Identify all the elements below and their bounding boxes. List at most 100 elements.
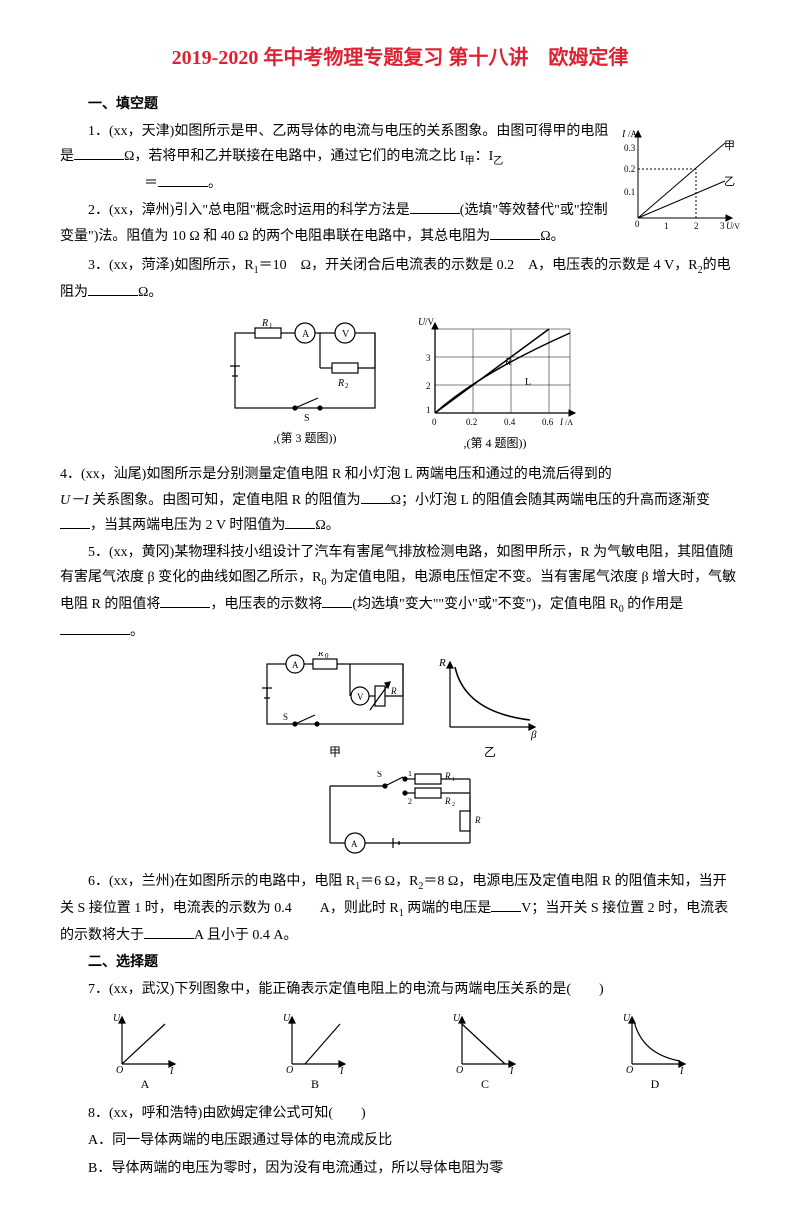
svg-text:0: 0 <box>432 417 437 427</box>
q3-end: Ω。 <box>138 285 162 300</box>
svg-text:1: 1 <box>452 777 455 783</box>
svg-text:I: I <box>169 1066 174 1074</box>
q2-pre: 2．(xx，漳州)引入"总电阻"概念时运用的科学方法是 <box>88 203 410 218</box>
q8-text: 8．(xx，呼和浩特)由欧姆定律公式可知( ) <box>60 1101 740 1126</box>
q8-opt-b: B．导体两端的电压为零时，因为没有电流通过，所以导体电阻为零 <box>60 1156 740 1181</box>
section-1-heading: 一、填空题 <box>60 92 740 117</box>
q1-eq: ＝ <box>144 176 158 191</box>
q5-m3: (均选填"变大""变小"或"不变")，定值电阻 R <box>352 597 618 612</box>
svg-text:0.2: 0.2 <box>466 417 477 427</box>
svg-text:R: R <box>317 652 324 658</box>
q1-end: 。 <box>208 176 222 191</box>
svg-text:1: 1 <box>269 322 273 330</box>
svg-text:U: U <box>283 1013 291 1024</box>
svg-text:R: R <box>504 357 511 368</box>
svg-text:I: I <box>339 1066 344 1074</box>
svg-text:R: R <box>474 815 481 825</box>
q6-pre: 6．(xx，兰州)在如图所示的电路中，电阻 R <box>88 874 355 889</box>
q4-l2b: 关系图象。由图可知，定值电阻 R 的阻值为 <box>92 493 360 508</box>
svg-text:V: V <box>357 692 364 702</box>
svg-text:I: I <box>621 129 626 140</box>
blank <box>60 621 130 635</box>
q4-l1: 4．(xx，汕尾)如图所示是分别测量定值电阻 R 和小灯泡 L 两端电压和通过的… <box>60 467 612 482</box>
svg-text:A: A <box>351 839 358 849</box>
svg-text:R: R <box>444 771 451 781</box>
svg-text:2: 2 <box>345 382 349 390</box>
svg-text:R: R <box>337 378 344 389</box>
svg-text:1: 1 <box>408 771 412 778</box>
svg-text:0.4: 0.4 <box>504 417 516 427</box>
svg-text:0: 0 <box>635 219 640 229</box>
svg-text:U: U <box>623 1013 631 1024</box>
q2-end: Ω。 <box>540 229 564 244</box>
svg-text:V: V <box>342 329 350 340</box>
svg-text:/A: /A <box>628 129 638 139</box>
svg-text:1: 1 <box>664 221 669 231</box>
svg-text:β: β <box>530 729 537 741</box>
svg-text:/V: /V <box>732 222 740 231</box>
svg-text:2: 2 <box>694 221 699 231</box>
svg-text:O: O <box>456 1065 463 1074</box>
q4-cap: ,(第 4 题图)) <box>410 433 580 455</box>
q7-options: U I O A U I O B U I O <box>60 1009 740 1096</box>
blank <box>88 282 138 296</box>
svg-text:U: U <box>453 1013 461 1024</box>
q4-text: 4．(xx，汕尾)如图所示是分别测量定值电阻 R 和小灯泡 L 两端电压和通过的… <box>60 462 740 538</box>
q5-end: 。 <box>130 624 144 639</box>
svg-text:I: I <box>559 417 564 427</box>
blank <box>285 515 315 529</box>
blank <box>322 594 352 608</box>
q6-circuit: S 1 2 R1 R2 R A <box>315 771 485 861</box>
q6-post2: A 且小于 0.4 A。 <box>194 928 297 943</box>
blank <box>144 925 194 939</box>
svg-text:O: O <box>116 1065 123 1074</box>
q5-circuit: A R0 V R S 甲 <box>255 652 415 764</box>
q6-mid: 两端的电压是 <box>404 901 492 916</box>
svg-text:3: 3 <box>720 221 725 231</box>
doc-title: 2019-2020 年中考物理专题复习 第十八讲 欧姆定律 <box>60 40 740 76</box>
svg-text:A: A <box>292 660 299 670</box>
blank <box>490 226 540 240</box>
opt-label: C <box>450 1074 520 1096</box>
opt-label: D <box>620 1074 690 1096</box>
q8-opt-a: A．同一导体两端的电压跟通过导体的电流成反比 <box>60 1128 740 1153</box>
q1-p1: Ω，若将甲和乙并联接在电路中，通过它们的电流之比 I <box>124 149 465 164</box>
q4-m1: Ω；小灯泡 L 的阻值会随其两端电压的升高而逐渐变 <box>391 493 710 508</box>
blank <box>491 898 521 912</box>
blank <box>158 173 208 187</box>
section-2-heading: 二、选择题 <box>60 950 740 975</box>
q5-curve: R β 乙 <box>435 652 545 764</box>
svg-text:0.6: 0.6 <box>542 417 554 427</box>
svg-text:乙: 乙 <box>724 175 735 188</box>
q7-text: 7．(xx，武汉)下列图象中，能正确表示定值电阻上的电流与两端电压关系的是( ) <box>60 977 740 1002</box>
svg-text:甲: 甲 <box>724 140 735 152</box>
q6-v1: ＝6 Ω，R <box>360 874 418 889</box>
q5-m2: ，电压表的示数将 <box>210 597 322 612</box>
q7-opt-a: U I O A <box>110 1009 180 1096</box>
svg-text:/V: /V <box>425 317 435 327</box>
svg-text:1: 1 <box>426 405 431 415</box>
svg-text:I: I <box>679 1066 684 1074</box>
svg-text:S: S <box>377 771 382 779</box>
sub: 乙 <box>493 156 503 167</box>
svg-text:S: S <box>283 712 288 722</box>
q4-chart: U/V 3 2 1 0 0.2 0.4 0.6 I/A R L ,(第 4 题图… <box>410 313 580 455</box>
blank <box>74 146 124 160</box>
svg-text:3: 3 <box>426 353 431 363</box>
blank <box>410 200 460 214</box>
q7-opt-b: U I O B <box>280 1009 350 1096</box>
q5-m4: 的作用是 <box>624 597 684 612</box>
q1-colon: ：I <box>475 149 494 164</box>
blank <box>60 515 90 529</box>
svg-text:U: U <box>113 1013 121 1024</box>
svg-text:A: A <box>302 329 310 340</box>
svg-text:R: R <box>390 686 397 696</box>
svg-text:0: 0 <box>325 652 329 660</box>
q7-opt-c: U I O C <box>450 1009 520 1096</box>
svg-text:2: 2 <box>408 797 412 806</box>
q3-cap-left: ,(第 3 题图)) <box>220 428 390 450</box>
q3-circuit: R1 A V R2 S ,(第 3 题图)) <box>220 318 390 450</box>
q7-opt-d: U I O D <box>620 1009 690 1096</box>
q6-figure: S 1 2 R1 R2 R A <box>60 771 740 861</box>
svg-text:S: S <box>304 413 310 424</box>
